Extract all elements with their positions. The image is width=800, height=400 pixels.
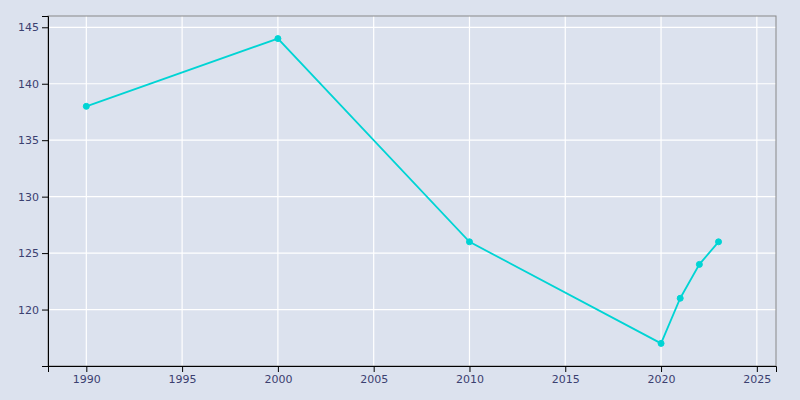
- grid: [48, 16, 776, 366]
- grid-line-x: [469, 16, 470, 366]
- tick-label: 2005: [360, 373, 388, 386]
- point: [696, 261, 702, 267]
- tick-mark: [86, 366, 87, 372]
- grid-line-y: [48, 140, 776, 141]
- tick-mark: [182, 366, 183, 372]
- grid-line-x: [182, 16, 183, 366]
- tick-label: 2010: [456, 373, 484, 386]
- tick: 135: [18, 134, 48, 147]
- tick: 130: [18, 191, 48, 204]
- tick: 145: [18, 21, 48, 34]
- tick-label: 140: [18, 78, 39, 91]
- point: [658, 340, 664, 346]
- axis-line: [42, 17, 49, 367]
- tick-mark: [42, 84, 48, 85]
- tick-label: 2015: [552, 373, 580, 386]
- tick: 2015: [552, 366, 580, 386]
- line: [86, 39, 718, 344]
- grid-line-x: [86, 16, 87, 366]
- grid-line-y: [48, 252, 776, 253]
- tick-mark: [565, 366, 566, 372]
- tick-label: 130: [18, 191, 39, 204]
- tick-label: 2025: [743, 373, 771, 386]
- grid-line-y: [48, 83, 776, 84]
- tick: 2010: [456, 366, 484, 386]
- tick-label: 2020: [648, 373, 676, 386]
- tick: 2000: [264, 366, 292, 386]
- grid-line-x: [373, 16, 374, 366]
- tick: 1990: [73, 366, 101, 386]
- tick: 1995: [169, 366, 197, 386]
- grid-line-x: [756, 16, 757, 366]
- tick: 2005: [360, 366, 388, 386]
- chart-svg: 1990 1995 2000 2005 2010 2015 2020 2025 120 125 13…: [0, 0, 800, 400]
- tick-label: 145: [18, 21, 39, 34]
- tick-mark: [278, 366, 279, 372]
- tick-mark: [757, 366, 758, 372]
- tick-mark: [661, 366, 662, 372]
- tick-mark: [42, 197, 48, 198]
- tick-mark: [469, 366, 470, 372]
- tick: 120: [18, 304, 48, 317]
- point: [275, 36, 281, 42]
- chart-container: 1990 1995 2000 2005 2010 2015 2020 2025 120 125 13…: [0, 0, 800, 400]
- point: [466, 239, 472, 245]
- tick: 2020: [648, 366, 676, 386]
- tick-label: 1995: [169, 373, 197, 386]
- axis-line: [49, 367, 777, 373]
- tick-label: 1990: [73, 373, 101, 386]
- grid-line-y: [48, 27, 776, 28]
- grid-line-y: [48, 309, 776, 310]
- tick: 2025: [743, 366, 771, 386]
- tick-mark: [374, 366, 375, 372]
- y-axis: 120 125 130 135 140 145: [18, 17, 49, 367]
- plot-frame: [48, 16, 776, 366]
- tick-label: 125: [18, 247, 39, 260]
- point: [677, 295, 683, 301]
- grid-line-y: [48, 196, 776, 197]
- tick-label: 135: [18, 134, 39, 147]
- series-group: [83, 36, 721, 347]
- tick-mark: [42, 310, 48, 311]
- x-axis: 1990 1995 2000 2005 2010 2015 2020 2025: [49, 366, 777, 386]
- point: [716, 239, 722, 245]
- tick-mark: [42, 140, 48, 141]
- tick-mark: [42, 253, 48, 254]
- plot-area: 1990 1995 2000 2005 2010 2015 2020 2025 120 125 13…: [18, 16, 777, 386]
- tick-label: 120: [18, 304, 39, 317]
- tick-label: 2000: [264, 373, 292, 386]
- tick: 140: [18, 78, 48, 91]
- grid-line-x: [660, 16, 661, 366]
- tick-mark: [42, 27, 48, 28]
- grid-line-x: [277, 16, 278, 366]
- tick: 125: [18, 247, 48, 260]
- point: [83, 103, 89, 109]
- grid-line-x: [565, 16, 566, 366]
